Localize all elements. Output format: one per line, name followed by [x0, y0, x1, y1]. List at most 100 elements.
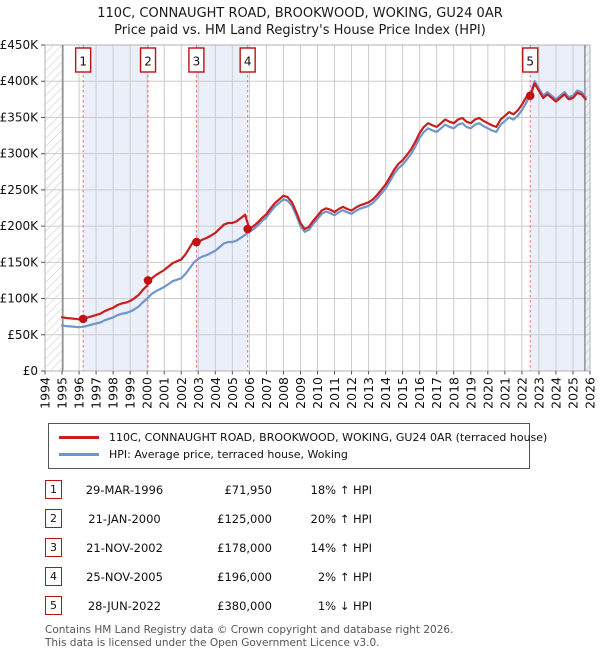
sale-hpi-delta: 18% ↑ HPI: [310, 482, 372, 497]
sale-number-box-label: 5: [526, 55, 534, 69]
x-axis-label: 1996: [72, 377, 87, 409]
x-axis-label: 2007: [259, 377, 274, 409]
x-axis-label: 2000: [140, 377, 155, 409]
sale-number-box: [239, 47, 256, 73]
sale-row-2: 2 21-JAN-2000 £125,000 20% ↑ HPI: [0, 504, 600, 533]
legend-row-0: 110C, CONNAUGHT ROAD, BROOKWOOD, WOKING,…: [53, 429, 547, 446]
y-axis-label: £400K: [0, 74, 39, 88]
y-axis-label: £100K: [0, 292, 39, 306]
sale-number-box: [139, 47, 157, 73]
ownership-band: [83, 45, 149, 371]
sale-date: 29-MAR-1996: [85, 482, 164, 497]
sale-row-1: 1 29-MAR-1996 £71,950 18% ↑ HPI: [0, 475, 600, 504]
x-axis-label: 2010: [310, 377, 325, 409]
x-axis-label: 2006: [242, 377, 257, 409]
x-axis-label: 2016: [412, 377, 427, 409]
x-axis-label: 2003: [191, 377, 206, 409]
y-axis-label: £350K: [0, 110, 39, 124]
x-axis-label: 2005: [225, 377, 240, 409]
no-data-hatch: [584, 45, 590, 371]
sale-hpi-delta: 14% ↑ HPI: [310, 540, 372, 555]
sale-date: 21-JAN-2000: [88, 511, 161, 526]
x-axis-label: 2001: [157, 377, 172, 409]
x-axis-label: 2011: [327, 377, 342, 409]
x-axis-label: 2002: [174, 377, 189, 409]
y-axis-label: £300K: [0, 147, 39, 161]
sale-price: £380,000: [217, 598, 272, 613]
chart-title-block: 110C, CONNAUGHT ROAD, BROOKWOOD, WOKING,…: [0, 5, 600, 39]
x-axis-label: 2017: [429, 377, 444, 409]
sale-price: £178,000: [217, 540, 272, 555]
y-axis-label: £200K: [0, 219, 39, 233]
sale-hpi-delta: 1% ↓ HPI: [317, 598, 372, 613]
sale-number-badge: 1: [45, 480, 62, 499]
sales-table: 1 29-MAR-1996 £71,950 18% ↑ HPI 2 21-JAN-2000…: [0, 475, 600, 620]
x-axis-label: 2024: [548, 377, 563, 409]
y-axis-label: £0: [23, 364, 38, 378]
sale-hpi-delta: 2% ↑ HPI: [317, 569, 372, 584]
sale-number-box: [74, 47, 92, 73]
sale-number-box-label: 1: [79, 55, 87, 69]
x-axis-label: 2008: [276, 377, 291, 409]
sale-number-box-label: 2: [144, 55, 152, 69]
x-axis-label: 2020: [480, 377, 495, 409]
sale-row-4: 4 25-NOV-2005 £196,000 2% ↑ HPI: [0, 562, 600, 591]
x-axis-label: 2022: [514, 377, 529, 409]
page-subtitle: Price paid vs. HM Land Registry's House …: [114, 23, 486, 38]
x-axis-label: 2013: [361, 377, 376, 409]
x-axis-label: 2018: [446, 377, 461, 409]
sale-date: 21-NOV-2002: [86, 540, 163, 555]
sale-point: [243, 224, 252, 234]
sale-date: 25-NOV-2005: [86, 569, 163, 584]
footer-line-1: Contains HM Land Registry data © Crown c…: [45, 624, 454, 636]
legend-label: HPI: Average price, terraced house, Woki…: [109, 448, 348, 461]
x-axis-label: 2014: [378, 377, 393, 409]
x-axis-label: 1998: [106, 377, 121, 409]
x-axis-label: 2015: [395, 377, 410, 409]
sale-point: [525, 91, 535, 101]
sale-point: [143, 276, 153, 285]
sale-point: [192, 237, 201, 247]
sale-row-3: 3 21-NOV-2002 £178,000 14% ↑ HPI: [0, 533, 600, 562]
x-axis-label: 2023: [531, 377, 546, 409]
sale-number-box: [522, 47, 539, 73]
x-axis-label: 1999: [123, 377, 138, 409]
chart-legend: 110C, CONNAUGHT ROAD, BROOKWOOD, WOKING,…: [48, 423, 547, 469]
price-history-chart: 1 2 3 4 5 £0 £50K £100K £150K £200K £250K £300K £350…: [0, 39, 598, 409]
footer-line-2: This data is licensed under the Open Gov…: [45, 636, 380, 649]
sale-date: 28-JUN-2022: [87, 598, 162, 613]
sale-price: £125,000: [217, 511, 272, 526]
x-axis-label: 2004: [208, 377, 223, 409]
x-axis-label: 1994: [38, 377, 53, 409]
page-title: 110C, CONNAUGHT ROAD, BROOKWOOD, WOKING,…: [97, 6, 503, 21]
sale-point: [78, 314, 88, 324]
sale-number-badge: 2: [45, 509, 62, 528]
y-axis-label: £150K: [0, 255, 39, 269]
legend-swatch-icon: [59, 453, 99, 456]
sale-number-badge: 3: [45, 538, 62, 557]
sale-number-badge: 5: [45, 596, 62, 615]
sale-number-box: [188, 47, 205, 73]
no-data-hatch: [45, 45, 63, 371]
legend-label: 110C, CONNAUGHT ROAD, BROOKWOOD, WOKING,…: [109, 431, 548, 444]
x-axis-label: 2019: [463, 377, 478, 409]
y-axis-label: £50K: [7, 328, 39, 342]
sale-hpi-delta: 20% ↑ HPI: [310, 511, 372, 526]
x-axis-label: 2009: [293, 377, 308, 409]
legend-swatch-icon: [59, 436, 99, 439]
x-axis-label: 2012: [344, 377, 359, 409]
x-axis-label: 1995: [55, 377, 70, 409]
x-axis-label: 2025: [565, 377, 580, 409]
y-axis-label: £450K: [0, 39, 39, 52]
x-axis-label: 2021: [497, 377, 512, 409]
sale-number-badge: 4: [45, 567, 62, 586]
sale-row-5: 5 28-JUN-2022 £380,000 1% ↓ HPI: [0, 591, 600, 620]
sale-number-box-label: 3: [193, 55, 201, 69]
series-line: [60, 80, 587, 329]
ownership-band: [196, 45, 248, 371]
y-axis-label: £250K: [0, 183, 39, 197]
sale-price: £196,000: [217, 569, 272, 584]
x-axis-label: 1997: [89, 377, 104, 409]
license-footer: Contains HM Land Registry data © Crown c…: [45, 624, 600, 649]
x-axis-label: 2026: [583, 377, 598, 409]
